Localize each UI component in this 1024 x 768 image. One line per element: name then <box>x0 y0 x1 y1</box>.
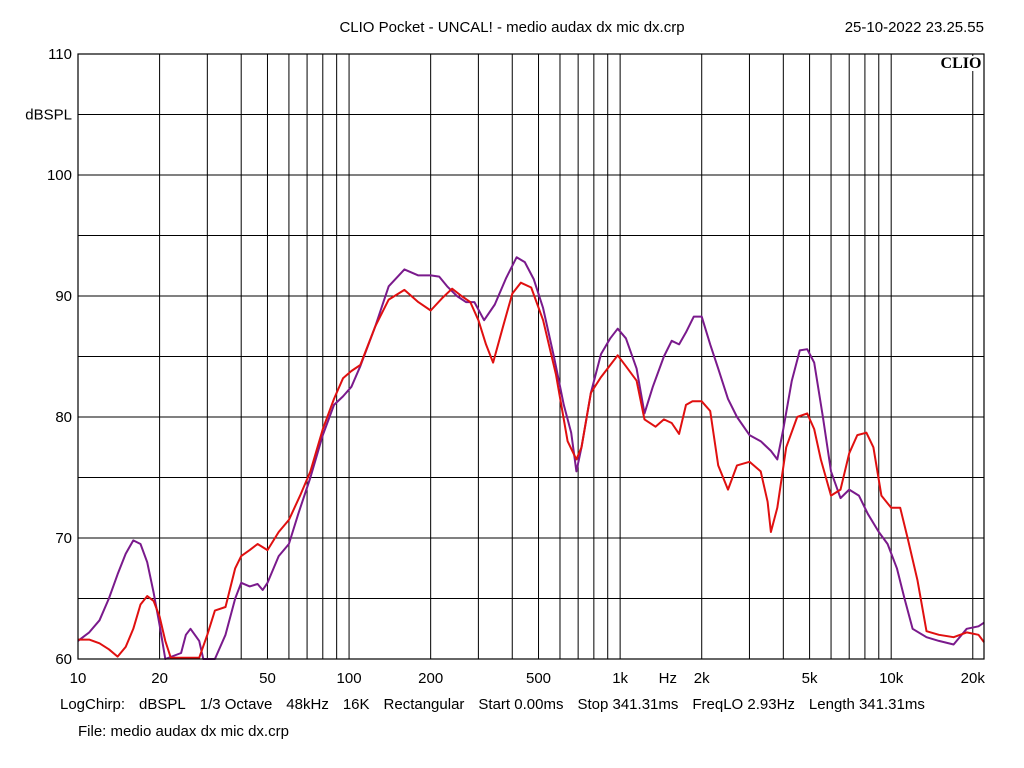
info-item: dBSPL <box>139 696 186 713</box>
y-tick-label: 60 <box>55 651 72 668</box>
x-tick-label: Hz <box>659 670 677 687</box>
x-axis-labels: 10 20 50 100 200 500 1k Hz 2k 5k 10k 20k <box>70 670 986 687</box>
x-tick-label: 20 <box>151 670 168 687</box>
info-item: Stop 341.31ms <box>577 696 679 713</box>
brand-bg <box>938 56 982 71</box>
x-tick-label: 5k <box>802 670 818 687</box>
measurement-info: LogChirp: dBSPL 1/3 Octave 48kHz 16K Rectangu… <box>60 696 939 713</box>
info-item: Start 0.00ms <box>478 696 564 713</box>
x-tick-label: 10 <box>70 670 87 687</box>
x-tick-label: 50 <box>259 670 276 687</box>
info-item: LogChirp: <box>60 696 126 713</box>
y-tick-label: 80 <box>55 409 72 426</box>
series-line-2 <box>78 281 985 659</box>
y-tick-label: dBSPL <box>25 107 72 124</box>
clio-logo: CLIO <box>941 55 982 72</box>
y-tick-label: 100 <box>47 167 72 184</box>
x-tick-label: 2k <box>694 670 710 687</box>
y-tick-label: 110 <box>48 46 72 63</box>
info-item: 48kHz <box>286 696 329 713</box>
y-axis-labels: 110 dBSPL 100 90 80 70 60 <box>25 46 72 668</box>
timestamp: 25-10-2022 23.25.55 <box>845 19 984 36</box>
x-tick-label: 100 <box>337 670 362 687</box>
y-tick-label: 90 <box>55 288 72 305</box>
info-item: Rectangular <box>383 696 465 713</box>
info-item: Length 341.31ms <box>808 696 925 713</box>
info-item: FreqLO 2.93Hz <box>692 696 795 713</box>
plot-grid <box>78 54 984 659</box>
y-tick-label: 70 <box>55 530 72 547</box>
x-tick-label: 10k <box>879 670 904 687</box>
info-item: 1/3 Octave <box>199 696 273 713</box>
plot-frame <box>77 53 985 660</box>
x-tick-label: 200 <box>418 670 443 687</box>
info-item: 16K <box>342 696 370 713</box>
x-tick-label: 1k <box>612 670 628 687</box>
chart-title: CLIO Pocket - UNCAL! - medio audax dx mi… <box>339 19 684 36</box>
x-tick-label: 500 <box>526 670 551 687</box>
file-line: File: medio audax dx mic dx.crp <box>78 723 289 740</box>
x-tick-label: 20k <box>961 670 986 687</box>
